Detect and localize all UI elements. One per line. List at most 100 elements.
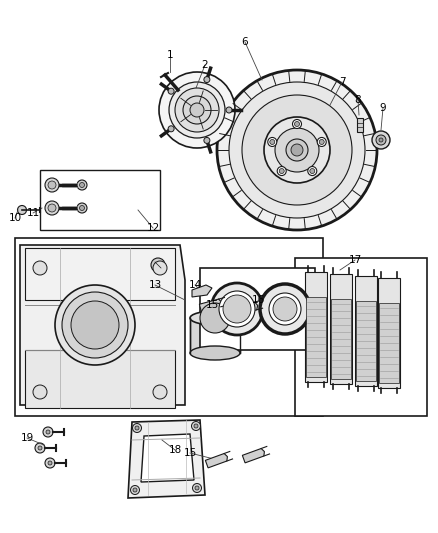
Circle shape [169,82,225,138]
Circle shape [195,486,199,490]
Polygon shape [331,299,351,379]
Circle shape [45,201,59,215]
Text: 1: 1 [167,50,173,60]
Polygon shape [25,350,175,408]
Circle shape [168,88,174,94]
Polygon shape [242,448,265,463]
Polygon shape [356,301,376,381]
Circle shape [270,140,275,144]
Circle shape [217,70,377,230]
Circle shape [175,88,219,132]
Circle shape [38,446,42,450]
Circle shape [219,291,255,327]
Circle shape [273,297,297,321]
Circle shape [35,443,45,453]
Circle shape [48,204,56,212]
Polygon shape [199,299,222,312]
Circle shape [268,138,277,147]
Circle shape [33,261,47,275]
Bar [15,238,323,416]
Text: 15: 15 [205,300,219,310]
Polygon shape [305,272,327,382]
Circle shape [153,385,167,399]
Circle shape [62,292,128,358]
Bar [190,318,240,353]
Circle shape [294,122,300,126]
Circle shape [310,168,315,174]
Polygon shape [379,303,399,383]
Circle shape [317,138,326,147]
Circle shape [275,128,319,172]
Circle shape [291,144,303,156]
Circle shape [77,180,87,190]
Circle shape [192,483,201,492]
Circle shape [269,293,301,325]
Circle shape [131,486,139,495]
Circle shape [242,95,352,205]
Circle shape [77,203,87,213]
Circle shape [183,96,211,124]
Ellipse shape [190,311,240,325]
Circle shape [153,261,167,275]
Polygon shape [25,248,175,300]
Circle shape [372,131,390,149]
Circle shape [223,295,251,323]
Text: 10: 10 [8,213,21,223]
Polygon shape [205,454,227,468]
Circle shape [286,139,308,161]
Polygon shape [192,285,212,297]
Polygon shape [235,302,258,315]
Text: 2: 2 [201,60,208,70]
Circle shape [18,206,27,214]
Text: 8: 8 [355,95,361,105]
Circle shape [80,182,85,188]
Circle shape [80,206,85,211]
Text: 13: 13 [148,280,162,290]
Circle shape [204,138,210,143]
Circle shape [45,178,59,192]
Bar [40,170,160,230]
Circle shape [279,168,284,174]
Text: 15: 15 [184,448,197,458]
Text: 12: 12 [146,223,159,233]
Text: 14: 14 [188,280,201,290]
Circle shape [151,258,165,272]
Polygon shape [306,297,326,377]
Circle shape [55,285,135,365]
Circle shape [48,181,56,189]
Circle shape [159,72,235,148]
Bar [295,258,427,416]
Text: 11: 11 [26,208,39,218]
Circle shape [293,119,301,128]
Circle shape [229,82,365,218]
Circle shape [308,166,317,175]
Polygon shape [141,434,194,482]
Ellipse shape [190,346,240,360]
Circle shape [133,488,137,492]
Polygon shape [128,420,205,498]
Circle shape [43,427,53,437]
Polygon shape [378,278,400,388]
Circle shape [211,283,263,335]
Circle shape [45,458,55,468]
Bar [357,118,363,132]
Circle shape [190,103,204,117]
Circle shape [46,430,50,434]
Circle shape [204,77,210,83]
Circle shape [71,301,119,349]
Text: 9: 9 [380,103,386,113]
Text: 16: 16 [251,295,265,305]
Text: 6: 6 [242,37,248,47]
Circle shape [226,107,232,113]
Text: 7: 7 [339,77,345,87]
Bar [200,268,315,350]
Circle shape [319,140,324,144]
Circle shape [168,126,174,132]
Circle shape [135,426,139,430]
Text: 18: 18 [168,445,182,455]
Circle shape [277,166,286,175]
Circle shape [264,117,330,183]
Circle shape [376,135,386,145]
Text: 19: 19 [21,433,34,443]
Circle shape [200,303,230,333]
